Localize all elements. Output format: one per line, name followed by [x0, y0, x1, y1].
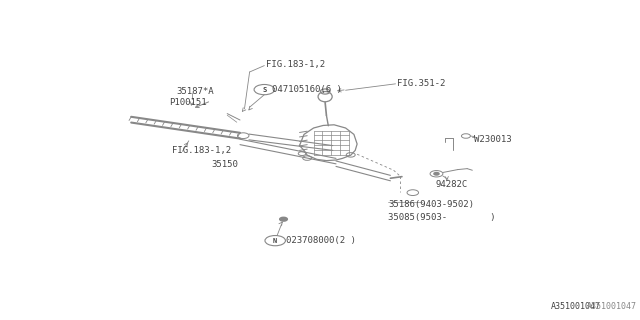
Text: N: N — [273, 238, 277, 244]
Circle shape — [280, 217, 287, 221]
Text: A351001047: A351001047 — [587, 302, 637, 311]
Text: FIG.351-2: FIG.351-2 — [397, 79, 445, 88]
Text: 35186(9403-9502): 35186(9403-9502) — [388, 200, 474, 209]
Text: A351001047: A351001047 — [550, 302, 600, 311]
Text: 94282C: 94282C — [435, 180, 467, 188]
Text: 35150: 35150 — [211, 160, 238, 169]
Text: W230013: W230013 — [474, 135, 511, 144]
Text: FIG.183-1,2: FIG.183-1,2 — [172, 146, 230, 155]
Circle shape — [434, 172, 439, 175]
Text: 35085(9503-        ): 35085(9503- ) — [388, 213, 496, 222]
Text: P100151: P100151 — [170, 98, 207, 107]
Text: 35187*A: 35187*A — [176, 87, 214, 96]
Text: 047105160(6 ): 047105160(6 ) — [272, 85, 342, 94]
Text: FIG.183-1,2: FIG.183-1,2 — [266, 60, 324, 68]
Text: 023708000(2 ): 023708000(2 ) — [286, 236, 356, 245]
Text: S: S — [262, 87, 266, 92]
